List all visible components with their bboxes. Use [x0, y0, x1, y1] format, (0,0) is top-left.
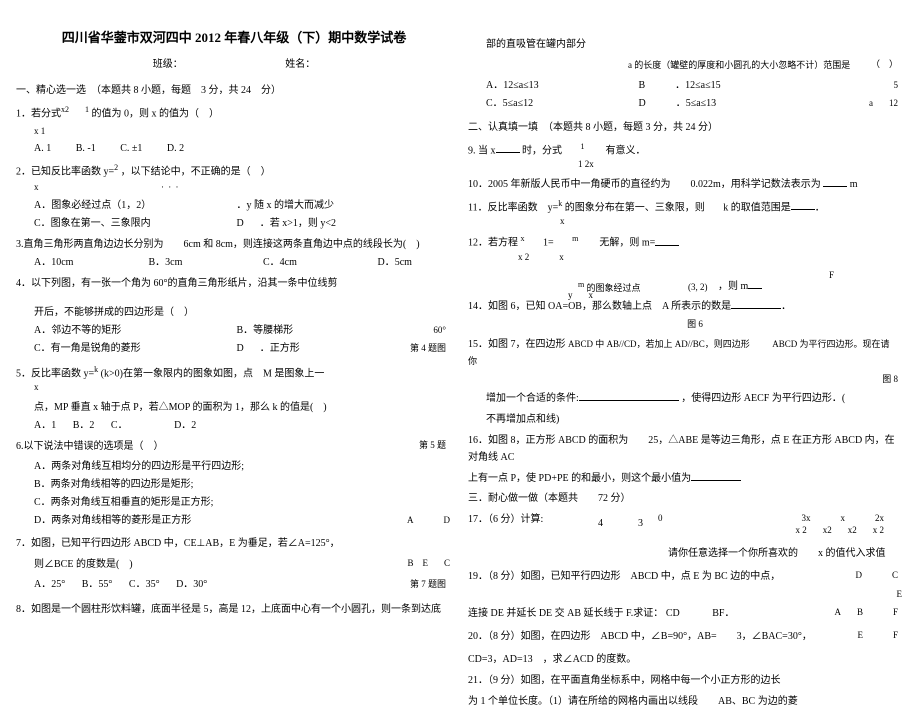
right-column: 部的直吸管在罐内部分 a 的长度（罐壁的厚度和小圆孔的大小忽略不计）范围是 （ …: [468, 10, 904, 671]
q5-fig: 第 5 题: [419, 438, 446, 453]
section3-header: 三．耐心做一做（本题共 72 分）: [468, 491, 904, 507]
page: 四川省华蓥市双河四中 2012 年春八年级（下）期中数学试卷 班级： 姓名： 一…: [0, 0, 920, 681]
q6-A: A．两条对角线互相均分的四边形是平行四边形;: [34, 459, 452, 475]
q3: 3.直角三角形两直角边边长分别为 6cm 和 8cm，则连接这两条直角边中点的线…: [16, 236, 452, 253]
q5-B: B．2: [73, 418, 95, 434]
title-year: 2012: [195, 30, 221, 45]
q2-D: D．若 x>1，则 y<2: [237, 216, 337, 232]
name-line: 班级： 姓名：: [16, 57, 452, 73]
q6: 6.以下说法中错误的选项是（ ） 第 5 题: [16, 438, 452, 455]
q7-B: B．55°: [82, 577, 113, 593]
q2-row1: A．图象必经过点（1，2） ．y 随 x 的增大而减少: [34, 198, 452, 214]
q4-B: B．等腰梯形: [237, 323, 294, 339]
q7-D: D．30°: [176, 577, 207, 593]
q4-A: A．邻边不等的矩形: [34, 323, 234, 339]
q2-A: A．图象必经过点（1，2）: [34, 198, 234, 214]
q19: 19．（8 分）如图，已知平行四边形 ABCD 中，点 E 为 BC 边的中点，…: [468, 568, 904, 585]
q6-D: D．两条对角线相等的菱形是正方形 AD: [34, 513, 452, 529]
q7-a: 7．如图，已知平行四边形 ABCD 中，CE⊥AB，E 为垂足，若∠A=125°…: [16, 535, 452, 552]
section1-header: 一、精心选一选 （本题共 8 小题，每题 3 分，共 24 分）: [16, 83, 452, 99]
q13: m 的图象经过点 F ，则 m (3, 2) yx: [468, 268, 904, 294]
q19-b: 连接 DE 并延长 DE 交 AB 延长线于 F.求证： CD BF． ABF: [468, 605, 904, 622]
q8-row2: C．5≤a≤12 D．5≤a≤13 a12: [486, 96, 904, 112]
q3-B: B．3cm: [149, 255, 239, 271]
q1-D: D. 2: [167, 141, 184, 157]
q8-row1: A．12≤a≤13 B．12≤a≤15 5: [486, 78, 904, 94]
q21-b: 为 1 个单位长度。（1）请在所给的网格内画出以线段 AB、BC 为边的菱: [468, 693, 904, 710]
q1-expr-row: x 1: [34, 124, 452, 138]
q7-C: C．35°: [129, 577, 160, 593]
q3-C: C．4cm: [263, 255, 353, 271]
q2: 2．已知反比率函数 y=2 ，以下结论中，不正确的是（ ）: [16, 161, 452, 180]
q2-B: ．y 随 x 的增大而减少: [237, 198, 335, 214]
q4-a: 4．以下列图，有一张一个角为 60°的直角三角形纸片，沿其一条中位线剪: [16, 275, 452, 292]
title-suffix: 年春八年级（下）期中数学试卷: [221, 30, 406, 45]
q16-a: 16．如图 8，正方形 ABCD 的面积为 25，△ABE 是等边三角形，点 E…: [468, 432, 904, 466]
q1-options: A. 1 B. -1 C. ±1 D. 2: [34, 141, 452, 157]
q3-A: A．10cm: [34, 255, 124, 271]
q20-b: CD=3，AD=13 ，求∠ACD 的度数。: [468, 651, 904, 668]
q4-D: D．正方形: [237, 341, 300, 357]
q1-C: C. ±1: [120, 141, 142, 157]
q8-A: A．12≤a≤13: [486, 78, 636, 94]
q3-options: A．10cm B．3cm C．4cm D．5cm: [34, 255, 452, 271]
q4-b: 开后，不能够拼成的四边形是（ ）: [34, 304, 452, 321]
fig6: 图 6: [486, 317, 904, 331]
q5-options: A．1 B．2 C． D．2: [34, 418, 452, 434]
q20-a: 20．（8 分）如图，在四边形 ABCD 中，∠B=90°，AB= 3，∠BAC…: [468, 628, 904, 645]
q7-b: 则∠BCE 的度数是( ) B EC: [34, 556, 452, 573]
q2-row2: C．图象在第一、三象限内 D．若 x>1，则 y<2: [34, 216, 452, 232]
q6-B: B．两条对角线相等的四边形是矩形;: [34, 477, 452, 493]
q10: 10．2005 年新版人民币中一角硬币的直径约为 0.022m，用科学记数法表示…: [468, 176, 904, 193]
q1: 1．若分式x21 的值为 0，则 x 的值为（ ）: [16, 103, 452, 122]
q16-b: 上有一点 P，使 PD+PE 的和最小，则这个最小值为: [468, 470, 904, 487]
q8-C: C．5≤a≤12: [486, 96, 636, 112]
q8-b: 部的直吸管在罐内部分: [468, 36, 904, 53]
class-label: 班级：: [133, 57, 203, 73]
q7-A: A．25°: [34, 577, 65, 593]
q5-Cpre: C．: [111, 418, 128, 434]
q5-D: D．2: [174, 418, 196, 434]
q1-B: B. -1: [76, 141, 96, 157]
q7-fig: 第 7 题图: [410, 577, 446, 591]
q7-options: A．25° B．55° C．35° D．30° 第 7 题图: [34, 577, 452, 593]
q15-a: 15．如图 7，在四边形 ABCD 中 AB//CD，若加上 AD//BC，则四…: [468, 336, 904, 370]
q17-tail: 请你任意选择一个你所喜欢的 x 的值代入求值: [668, 545, 904, 562]
q5c: 点，MP 垂直 x 轴于点 P，若△MOP 的面积为 1，那么 k 的值是( ): [34, 399, 452, 416]
exam-title: 四川省华蓥市双河四中 2012 年春八年级（下）期中数学试卷: [16, 28, 452, 49]
q15-f: 不再增加点和线): [486, 411, 904, 428]
q14: 14．如图 6，已知 OA=OB，那么数轴上点 A 所表示的数是．: [468, 298, 904, 315]
left-column: 四川省华蓥市双河四中 2012 年春八年级（下）期中数学试卷 班级： 姓名： 一…: [16, 10, 452, 671]
q4-row1: A．邻边不等的矩形 B．等腰梯形 60°: [34, 323, 452, 339]
q8-D: D．5≤a≤13: [639, 96, 717, 112]
q1-A: A. 1: [34, 141, 51, 157]
q4-row2: C．有一角是锐角的菱形 D．正方形 第 4 题图: [34, 341, 452, 357]
q4-60: 60°: [433, 323, 446, 337]
q8-a: 8．如图是一个圆柱形饮料罐，底面半径是 5，高是 12，上底面中心有一个小圆孔，…: [16, 601, 452, 618]
fig8: 图 8: [882, 372, 898, 386]
q4-fig: 第 4 题图: [410, 341, 446, 355]
name-label: 姓名：: [265, 57, 335, 73]
section2-header: 二、认真填一填 （本题共 8 小题，每题 3 分，共 24 分）: [468, 120, 904, 136]
q6-C: C．两条对角线互相垂直的矩形是正方形;: [34, 495, 452, 511]
q17: 17．（6 分）计算: 4 3 0 3xx2x x 2x2x2x 2: [468, 511, 904, 541]
q5-A: A．1: [34, 418, 56, 434]
q15-d: 增加一个合适的条件: ，使得四边形 AECF 为平行四边形．(: [486, 390, 904, 407]
q4-C: C．有一角是锐角的菱形: [34, 341, 234, 357]
q3-D: D．5cm: [378, 255, 412, 271]
q8-B: B．12≤a≤15: [639, 78, 721, 94]
q2-C: C．图象在第一、三象限内: [34, 216, 234, 232]
q8-c: a 的长度（罐壁的厚度和小圆孔的大小忽略不计）范围是 （ ）: [468, 57, 904, 74]
title-prefix: 四川省华蓥市双河四中: [62, 30, 195, 45]
